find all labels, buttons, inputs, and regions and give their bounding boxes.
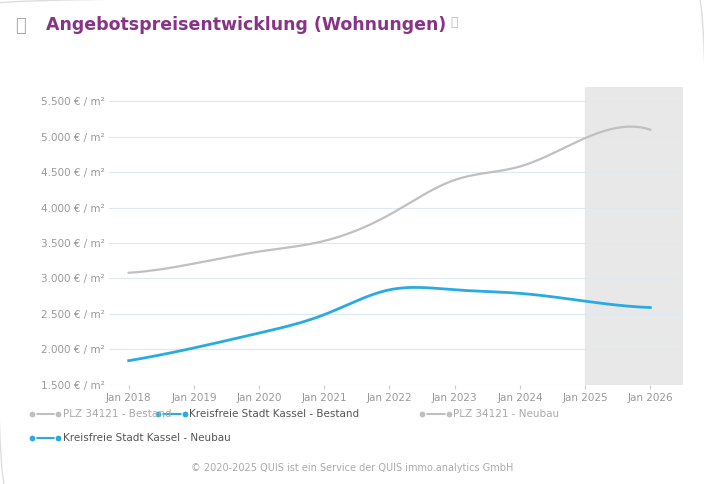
Text: ⓘ: ⓘ [451,16,458,30]
Text: Kreisfreie Stadt Kassel - Bestand: Kreisfreie Stadt Kassel - Bestand [189,409,360,419]
Text: PLZ 34121 - Neubau: PLZ 34121 - Neubau [453,409,560,419]
Text: Kreisfreie Stadt Kassel - Neubau: Kreisfreie Stadt Kassel - Neubau [63,433,230,443]
Text: PLZ 34121 - Bestand: PLZ 34121 - Bestand [63,409,171,419]
Bar [585,87,683,385]
Text: 🗄: 🗄 [15,17,26,35]
Text: Angebotspreisentwicklung (Wohnungen): Angebotspreisentwicklung (Wohnungen) [46,16,446,34]
Text: © 2020-2025 QUIS ist ein Service der QUIS immo.analytics GmbH: © 2020-2025 QUIS ist ein Service der QUI… [191,463,513,473]
